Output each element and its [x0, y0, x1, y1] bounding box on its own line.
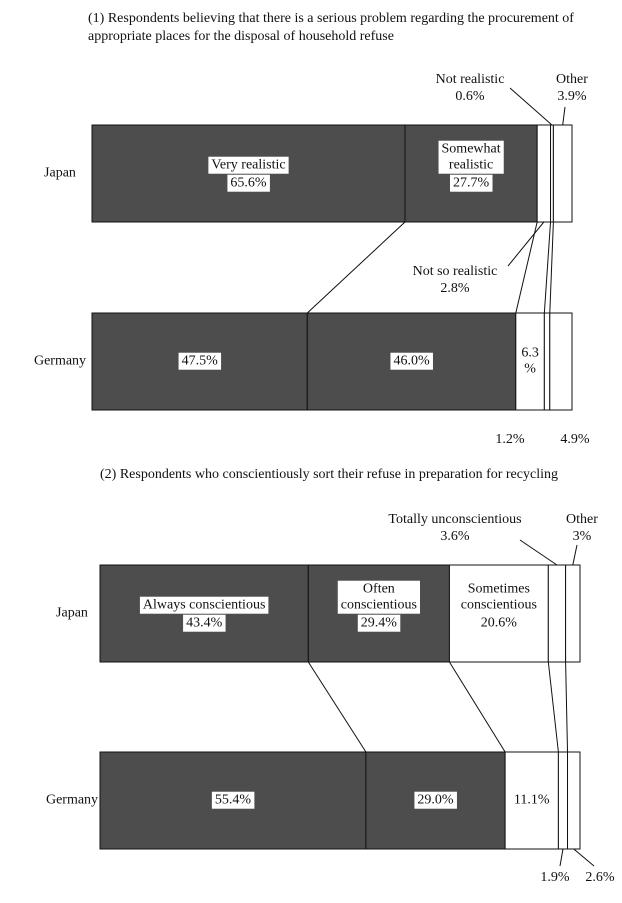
connector-line: [547, 661, 559, 753]
value-label: 1.2%: [495, 432, 525, 447]
leader-line: [559, 848, 564, 867]
value-label: 2.6%: [585, 870, 615, 885]
value-label: 55.4%: [215, 793, 252, 808]
segment-name: Not so realistic: [413, 264, 498, 279]
value-label: 65.6%: [230, 176, 267, 191]
label-box: [227, 174, 270, 192]
value-label: 29.0%: [417, 793, 454, 808]
bar-segment: [552, 124, 573, 223]
value-label: 6.3%: [521, 346, 539, 377]
label-box: [414, 791, 457, 809]
connector-line: [565, 661, 569, 753]
value-label: 29.4%: [361, 616, 398, 631]
value-label: 11.1%: [514, 793, 550, 808]
label-box: [337, 580, 420, 614]
chart-title: (2) Respondents who conscientiously sort…: [100, 467, 558, 482]
category-label: Germany: [46, 793, 98, 808]
connector-line: [543, 221, 552, 314]
value-label: 2.8%: [440, 281, 470, 296]
label-box: [139, 596, 269, 614]
bar-segment: [565, 564, 581, 663]
segment-name: Totally unconscientious: [388, 512, 521, 527]
label-box: [438, 140, 504, 174]
label-box: [211, 791, 255, 809]
label-box: [357, 614, 401, 632]
bar-segment: [557, 751, 569, 850]
value-label: 0.6%: [455, 89, 485, 104]
category-label: Japan: [56, 606, 88, 621]
segment-name: Sometimes conscientious: [461, 582, 537, 613]
segment-name: Somewhat realistic: [442, 142, 501, 173]
segment-name: Other: [566, 512, 598, 527]
connector-line: [306, 221, 406, 314]
segment-name: Often conscientious: [341, 582, 417, 613]
segment-name: Very realistic: [211, 158, 285, 173]
bar-segment: [504, 751, 559, 850]
value-label: 46.0%: [393, 354, 430, 369]
leader-line: [519, 539, 558, 566]
bar-segment: [549, 312, 573, 411]
value-label: 3.6%: [440, 529, 470, 544]
value-label: 47.5%: [182, 354, 219, 369]
label-box: [208, 156, 289, 174]
bar-segment: [567, 751, 581, 850]
value-label: 20.6%: [481, 616, 518, 631]
bar-segment: [543, 312, 551, 411]
segment-name: Not realistic: [436, 72, 505, 87]
value-label: 1.9%: [540, 870, 570, 885]
label-box: [178, 352, 222, 370]
connector-line: [449, 661, 506, 753]
category-label: Japan: [44, 166, 76, 181]
bar-segment: [547, 564, 567, 663]
value-label: 27.7%: [453, 176, 490, 191]
connector-line: [515, 221, 538, 314]
value-label: 43.4%: [186, 616, 223, 631]
leader-line: [573, 848, 595, 867]
label-box: [183, 614, 226, 632]
label-box: [390, 352, 433, 370]
leader-line: [509, 87, 553, 126]
value-label: 3%: [573, 529, 592, 544]
segment-name: Always conscientious: [143, 598, 265, 613]
leader-line: [562, 106, 566, 126]
value-label: 4.9%: [560, 432, 590, 447]
segment-name: Other: [556, 72, 588, 87]
connector-line: [549, 221, 554, 314]
label-box: [449, 174, 493, 192]
value-label: 3.9%: [557, 89, 587, 104]
category-label: Germany: [34, 354, 86, 369]
chart-title: (1) Respondents believing that there is …: [88, 11, 574, 44]
leader-line: [507, 221, 545, 267]
leader-line: [572, 544, 578, 566]
bar-segment: [448, 564, 549, 663]
connector-line: [307, 661, 367, 753]
bar-segment: [536, 124, 552, 223]
